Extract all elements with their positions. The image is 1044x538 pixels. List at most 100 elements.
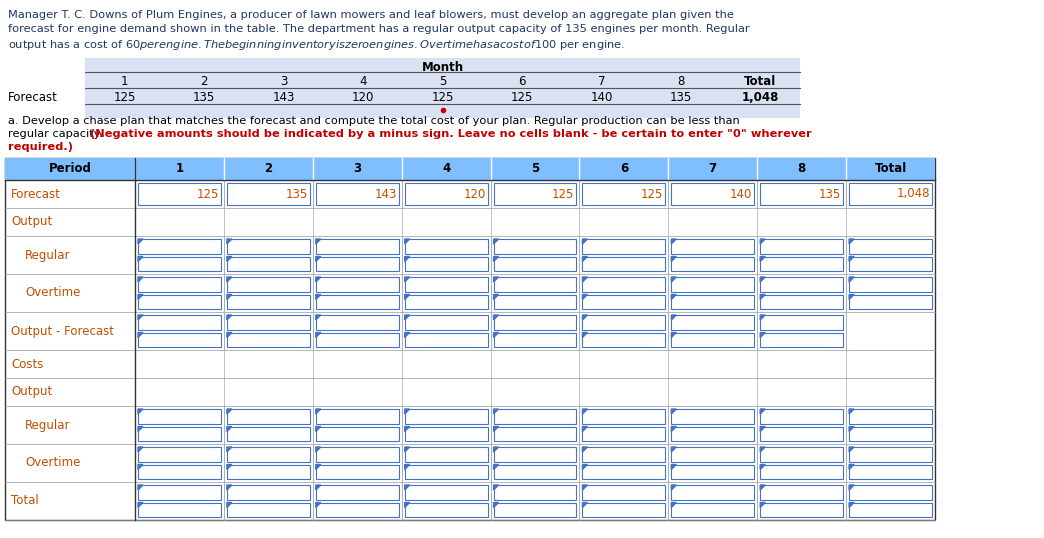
Polygon shape <box>671 277 677 282</box>
Bar <box>405 409 488 423</box>
Text: 125: 125 <box>196 188 219 201</box>
Bar <box>849 294 932 309</box>
Polygon shape <box>138 277 143 282</box>
Polygon shape <box>671 485 677 490</box>
Text: output has a cost of $60 per engine. The beginning inventory is zero engines. Ov: output has a cost of $60 per engine. The… <box>8 38 625 52</box>
Polygon shape <box>583 315 588 320</box>
Bar <box>138 183 221 205</box>
Bar <box>405 332 488 347</box>
Polygon shape <box>849 464 854 470</box>
Bar <box>494 485 576 499</box>
Polygon shape <box>315 447 321 452</box>
Polygon shape <box>315 485 321 490</box>
Polygon shape <box>494 427 499 431</box>
Text: 125: 125 <box>641 188 663 201</box>
Bar <box>583 427 665 441</box>
Bar <box>138 464 221 479</box>
Bar <box>760 427 844 441</box>
Bar <box>227 315 310 329</box>
Bar <box>227 427 310 441</box>
Polygon shape <box>315 257 321 261</box>
Text: 4: 4 <box>359 75 366 88</box>
Polygon shape <box>583 332 588 337</box>
Bar <box>583 502 665 517</box>
Bar <box>671 502 754 517</box>
Text: 6: 6 <box>620 162 628 175</box>
Bar <box>849 447 932 462</box>
Bar <box>315 502 399 517</box>
Bar <box>405 502 488 517</box>
Bar <box>227 502 310 517</box>
Bar <box>138 485 221 499</box>
Polygon shape <box>138 485 143 490</box>
Polygon shape <box>405 332 409 337</box>
Polygon shape <box>760 332 765 337</box>
Polygon shape <box>315 427 321 431</box>
Polygon shape <box>494 332 499 337</box>
Bar <box>138 502 221 517</box>
Bar <box>583 294 665 309</box>
Polygon shape <box>671 427 677 431</box>
Text: 2: 2 <box>200 75 208 88</box>
Text: 125: 125 <box>431 91 454 104</box>
Polygon shape <box>227 447 232 452</box>
Bar <box>671 183 754 205</box>
Text: Overtime: Overtime <box>25 287 80 300</box>
Polygon shape <box>760 315 765 320</box>
Polygon shape <box>849 277 854 282</box>
Polygon shape <box>494 294 499 300</box>
Text: 140: 140 <box>730 188 753 201</box>
Polygon shape <box>405 485 409 490</box>
Bar <box>849 183 932 205</box>
Text: forecast for engine demand shown in the table. The department has a regular outp: forecast for engine demand shown in the … <box>8 24 750 34</box>
Polygon shape <box>227 464 232 470</box>
Bar <box>760 332 844 347</box>
Bar <box>671 409 754 423</box>
Polygon shape <box>405 464 409 470</box>
Polygon shape <box>227 315 232 320</box>
Text: 135: 135 <box>285 188 308 201</box>
Text: Output - Forecast: Output - Forecast <box>11 324 114 337</box>
Bar <box>315 447 399 462</box>
Bar <box>405 315 488 329</box>
Polygon shape <box>760 294 765 300</box>
Text: 135: 135 <box>193 91 215 104</box>
Text: 8: 8 <box>798 162 806 175</box>
Bar <box>315 485 399 499</box>
Bar <box>760 257 844 271</box>
Bar <box>760 294 844 309</box>
Bar <box>405 447 488 462</box>
Polygon shape <box>315 464 321 470</box>
Bar <box>849 485 932 499</box>
Polygon shape <box>227 294 232 300</box>
Text: Forecast: Forecast <box>11 188 61 201</box>
Bar <box>315 332 399 347</box>
Bar <box>405 183 488 205</box>
Bar <box>227 277 310 292</box>
Polygon shape <box>671 409 677 414</box>
Polygon shape <box>138 257 143 261</box>
Text: Month: Month <box>422 61 464 74</box>
Polygon shape <box>405 315 409 320</box>
Bar <box>849 427 932 441</box>
Polygon shape <box>583 239 588 244</box>
Polygon shape <box>138 447 143 452</box>
Bar <box>849 502 932 517</box>
Polygon shape <box>760 464 765 470</box>
Text: Period: Period <box>49 162 92 175</box>
Polygon shape <box>494 447 499 452</box>
Bar <box>494 447 576 462</box>
Bar <box>494 464 576 479</box>
Polygon shape <box>227 502 232 507</box>
Polygon shape <box>138 464 143 470</box>
Text: Total: Total <box>11 494 39 507</box>
Bar <box>227 294 310 309</box>
Text: 8: 8 <box>678 75 685 88</box>
Text: 1: 1 <box>121 75 128 88</box>
Bar <box>315 277 399 292</box>
Text: 1,048: 1,048 <box>897 188 930 201</box>
Polygon shape <box>315 502 321 507</box>
Text: 3: 3 <box>353 162 361 175</box>
Bar <box>227 409 310 423</box>
Bar <box>138 315 221 329</box>
